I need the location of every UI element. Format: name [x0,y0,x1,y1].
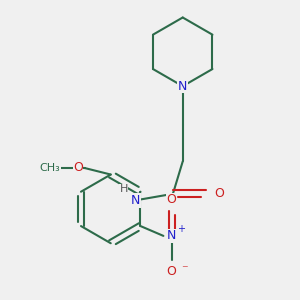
Text: H: H [120,184,128,194]
Text: ⁻: ⁻ [181,263,187,276]
Text: N: N [167,230,176,242]
Text: +: + [177,224,185,234]
Text: N: N [130,194,140,207]
Text: CH₃: CH₃ [40,163,61,173]
Text: O: O [167,266,176,278]
Text: O: O [214,187,224,200]
Text: N: N [178,80,188,93]
Text: O: O [73,161,83,175]
Text: O: O [167,194,176,206]
